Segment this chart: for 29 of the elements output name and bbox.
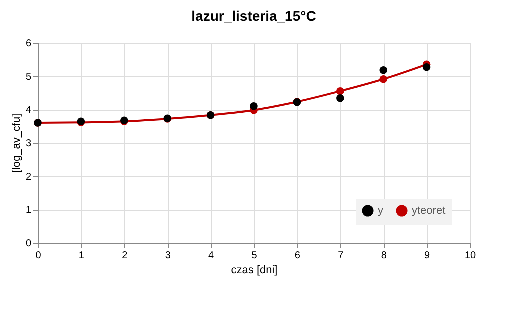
x-tick-label: 0 (36, 250, 42, 262)
y-tick-label: 2 (26, 172, 32, 183)
x-tick-label: 5 (252, 250, 258, 262)
x-tick-label: 4 (208, 250, 215, 262)
point (250, 102, 258, 110)
y-axis-title: [log_av_cfu] (10, 114, 23, 174)
y-tick-label: 3 (26, 138, 32, 150)
legend-label: yteoret (412, 205, 446, 217)
x-tick-label: 6 (294, 250, 301, 262)
y-tick-label: 6 (26, 38, 32, 50)
point (380, 66, 388, 74)
x-tick-label: 3 (165, 250, 172, 262)
legend-label: y (378, 205, 384, 217)
point (336, 87, 344, 96)
y-tick-label: 4 (26, 105, 32, 116)
x-tick-label: 1 (78, 250, 85, 262)
y-tick-label: 5 (26, 72, 32, 83)
chart-title: lazur_listeria_15°C (192, 8, 316, 24)
point (422, 63, 431, 72)
x-tick-label: 7 (338, 250, 344, 262)
x-tick-label: 9 (424, 250, 431, 262)
point (336, 94, 344, 102)
y-tick-label: 1 (26, 205, 32, 216)
x-axis-title: czas [dni] (231, 264, 278, 276)
x-tick-label: 10 (464, 250, 476, 262)
x-tick-label: 8 (381, 250, 388, 262)
y-tick-label: 0 (26, 238, 32, 250)
x-tick-label: 2 (122, 250, 128, 262)
point (380, 75, 388, 84)
